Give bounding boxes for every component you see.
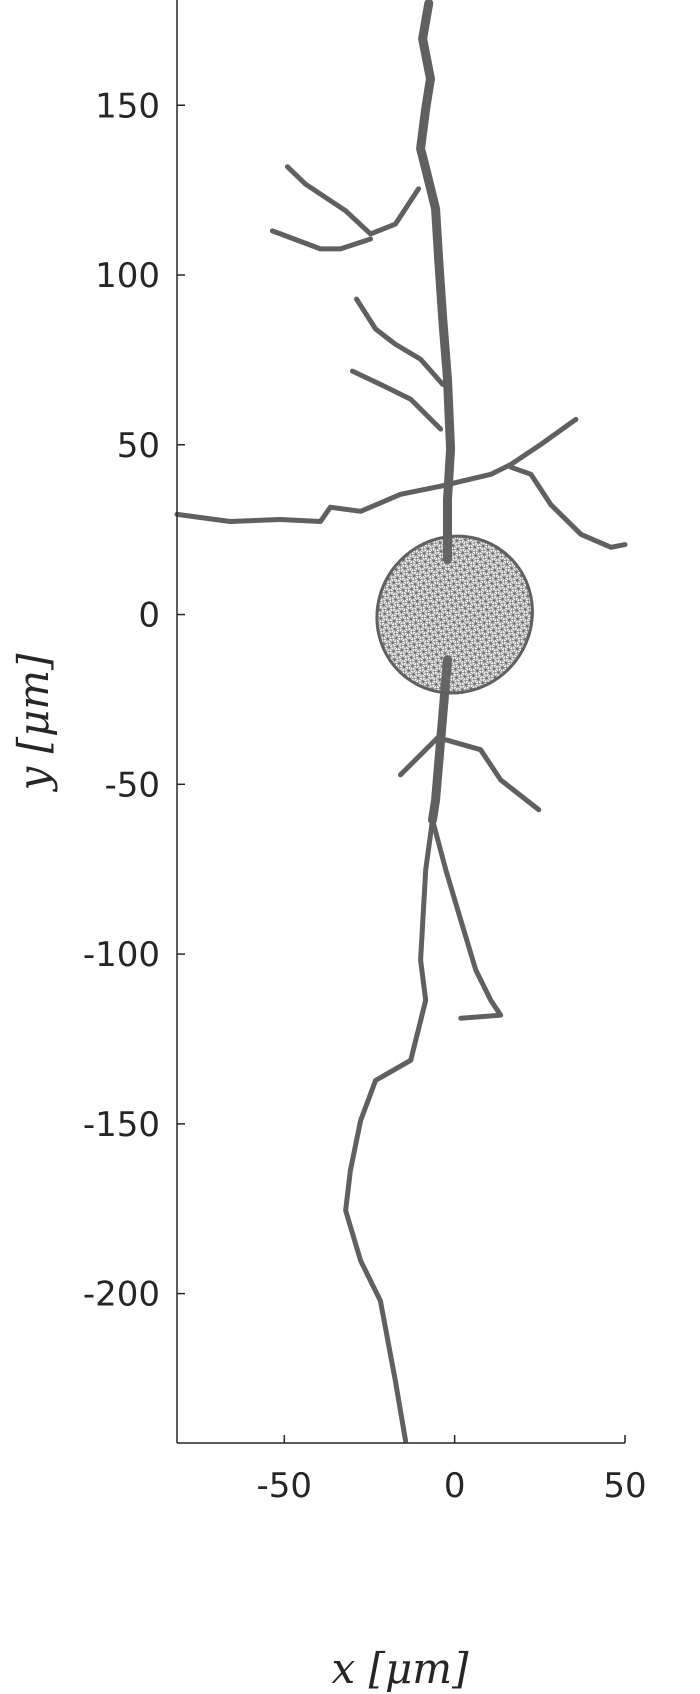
neurite-branch-5 xyxy=(174,483,444,525)
neurite-branch-1 xyxy=(284,164,422,237)
neurite-branch-6 xyxy=(438,416,579,489)
y-tick-label: 0 xyxy=(138,596,160,636)
neurite-branch-3 xyxy=(354,296,446,387)
neurite-branch-7 xyxy=(508,464,628,550)
y-tick-label: 150 xyxy=(95,86,160,126)
soma-mesh xyxy=(375,534,534,695)
y-tick-label: 50 xyxy=(117,426,160,466)
neurite-branch-8 xyxy=(428,655,453,825)
y-tick-label: -150 xyxy=(83,1105,160,1145)
neurite-branch-9 xyxy=(343,817,436,1444)
y-tick-label: -100 xyxy=(83,935,160,975)
y-tick-label: -200 xyxy=(83,1275,160,1315)
x-tick-label: -50 xyxy=(257,1466,313,1506)
y-tick-label: -50 xyxy=(104,765,160,805)
y-tick-label: 100 xyxy=(95,256,160,296)
neurite-branch-10 xyxy=(430,817,504,1021)
x-tick-label: 0 xyxy=(444,1466,466,1506)
x-tick-label: 50 xyxy=(603,1466,646,1506)
neurite-branch-4 xyxy=(349,368,444,432)
neurite-branch-11 xyxy=(397,732,444,778)
x-axis-label: x [μm] xyxy=(332,1644,470,1693)
neurite-branch-2 xyxy=(269,228,374,252)
y-axis-label: y [μm] xyxy=(9,653,58,793)
neurite-branch-0 xyxy=(416,0,456,565)
neurite-branch-12 xyxy=(443,737,542,813)
